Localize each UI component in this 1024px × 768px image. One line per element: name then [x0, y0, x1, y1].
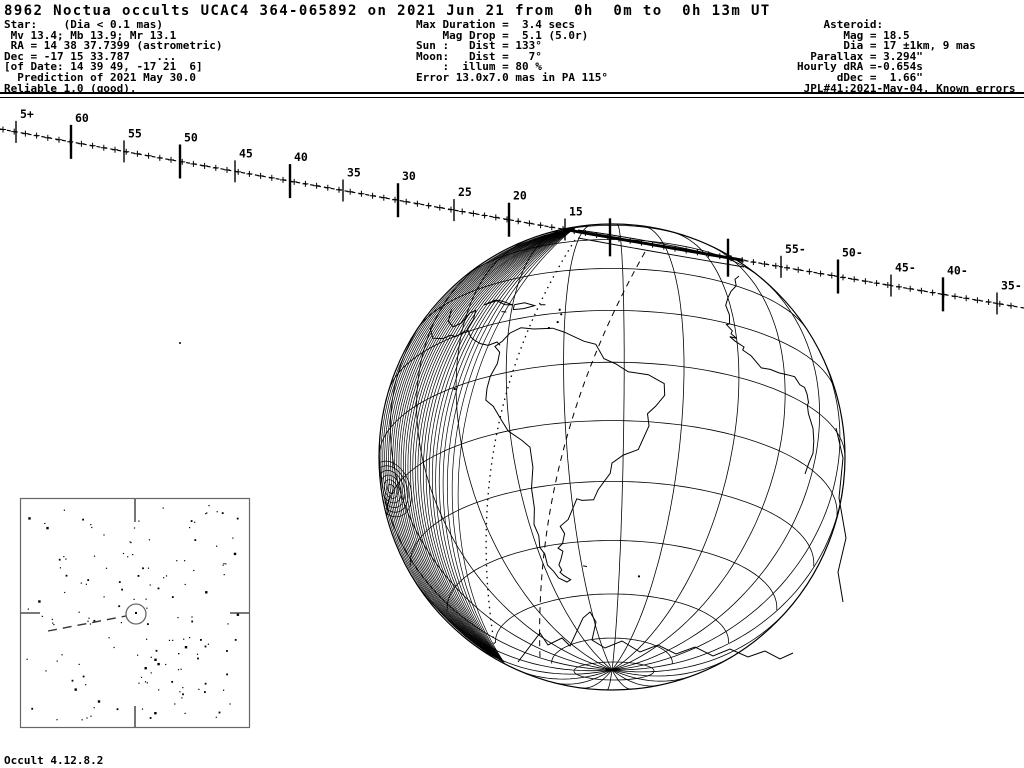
globe-graticule	[378, 223, 846, 691]
path-tick-label: 55	[128, 126, 142, 140]
path-tick-label: 25	[458, 185, 472, 199]
path-tick-label: 5+	[20, 107, 34, 121]
path-tick-label: 40-	[947, 263, 968, 277]
finder-chart-inset	[19, 497, 251, 729]
path-tick-label: 15	[569, 204, 583, 218]
path-tick-label: 35	[347, 166, 361, 180]
path-tick-label: 20	[513, 189, 527, 203]
path-tick-label: 45-	[895, 261, 916, 275]
globe-outline	[378, 223, 846, 691]
page-title: 8962 Noctua occults UCAC4 364-065892 on …	[4, 3, 771, 19]
path-tick-label: 55-	[785, 242, 806, 256]
header-separator	[0, 92, 1024, 98]
coastlines	[179, 275, 847, 663]
path-tick-label: 50-	[842, 246, 863, 260]
star-details: Star: (Dia < 0.1 mas) Mv 13.4; Mb 13.9; …	[4, 18, 223, 95]
path-tick-label: 60	[75, 111, 89, 125]
app-version: Occult 4.12.8.2	[4, 754, 104, 767]
asteroid-details: Asteroid: Mag = 18.5 Dia = 17 ±1km, 9 ma…	[797, 18, 1016, 95]
path-tick-label: 40	[294, 150, 308, 164]
path-tick-label: 30	[402, 169, 416, 183]
occultation-path: 5+ 60 55 50 45 40 35 30 25 20 15 55- 50- 45- 40- 35-	[0, 107, 1024, 315]
path-tick-label: 45	[239, 146, 253, 160]
twilight-lines	[485, 239, 646, 661]
path-tick-label: 50	[184, 130, 198, 144]
event-details: Max Duration = 3.4 secs Mag Drop = 5.1 (…	[416, 18, 609, 84]
path-tick-label: 35-	[1001, 278, 1022, 292]
